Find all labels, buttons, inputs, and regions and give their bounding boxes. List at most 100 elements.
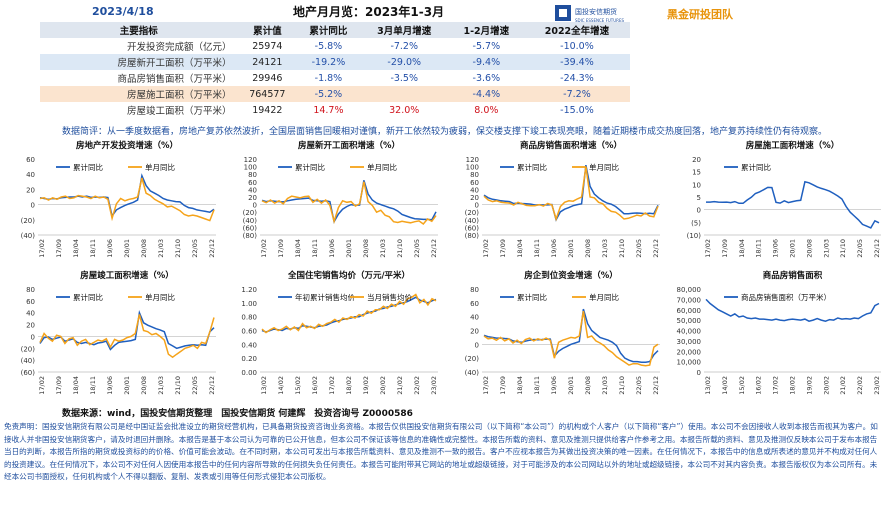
cell: -15.0%: [560, 104, 594, 116]
cell: 29946: [252, 72, 283, 84]
cell: -9.4%: [448, 54, 524, 70]
x-tick-label: 20/01: [123, 376, 131, 395]
x-tick-label: 18/11: [89, 239, 97, 258]
chart-title: 房屋施工面积增速（%）: [746, 140, 840, 151]
y-tick-label: (40): [465, 369, 480, 377]
y-tick-label: 0: [31, 202, 35, 210]
x-tick-label: 20/01: [123, 239, 131, 258]
table-row: 房屋竣工面积（万平米） 19422 14.7% 32.0% 8.0% -15.0%: [40, 102, 630, 118]
y-tick-label: 0: [697, 369, 701, 377]
y-tick-label: 120: [244, 156, 257, 164]
x-tick-label: 17/02: [482, 376, 490, 395]
x-tick-label: 19/06: [328, 239, 336, 258]
table-header-row: 主要指标 累计值 累计同比 3月单月增速 1-2月增速 2022全年增速: [40, 22, 630, 38]
y-tick-label: (5): [691, 219, 701, 227]
x-tick-label: 16/02: [311, 376, 319, 395]
y-tick-label: 60: [470, 179, 479, 187]
company-logo: 国投安信期货 SDIC ESSENCE FUTURES: [555, 5, 624, 23]
y-tick-label: (20): [21, 217, 36, 225]
chart-title: 房地产开发投资增速（%）: [76, 140, 178, 151]
y-tick-label: (80): [243, 232, 258, 240]
x-tick-label: 21/03: [601, 239, 609, 258]
y-tick-label: 80: [248, 171, 257, 179]
cell: -24.3%: [560, 72, 594, 84]
col-header: 主要指标: [40, 22, 238, 38]
x-tick-label: 23/02: [873, 376, 881, 395]
x-tick-label: 20/01: [345, 239, 353, 258]
y-tick-label: 20: [26, 186, 35, 194]
cell: 开发投资完成额（亿元）: [126, 42, 232, 53]
indicator-table: 主要指标 累计值 累计同比 3月单月增速 1-2月增速 2022全年增速 开发投…: [40, 22, 630, 118]
chart-title: 房屋竣工面积增速（%）: [80, 270, 174, 281]
cell: 房屋施工面积（万平米）: [40, 86, 238, 102]
col-header: 1-2月增速: [448, 22, 524, 38]
series-line: [39, 177, 215, 222]
y-tick-label: 20: [470, 194, 479, 202]
x-tick-label: 14/02: [277, 376, 285, 395]
y-tick-label: 5: [697, 194, 701, 202]
legend-label: 累计同比: [517, 292, 547, 302]
chart-completions: 房屋竣工面积增速（%） 80 60 40 20 0 (20) (40) (60)17/02 17/…: [21, 270, 216, 395]
legend-label: 商品房销售面积（万平米）: [741, 292, 831, 302]
logo-text: 国投安信期货: [575, 7, 617, 16]
y-tick-label: 60: [26, 298, 35, 306]
x-tick-label: 20/02: [379, 376, 387, 395]
x-tick-label: 19/06: [550, 376, 558, 395]
chart-title: 商品房销售面积: [763, 270, 823, 281]
y-tick-label: 30,000: [677, 338, 702, 346]
y-tick-label: (60): [465, 224, 480, 232]
x-tick-label: 18/04: [294, 239, 302, 258]
y-tick-label: (20): [243, 209, 258, 217]
y-tick-label: 60: [26, 156, 35, 164]
x-tick-label: 23/02: [430, 376, 438, 395]
y-tick-label: 100: [244, 164, 257, 172]
cell: -29.0%: [359, 54, 449, 70]
x-tick-label: 18/02: [345, 376, 353, 395]
x-tick-label: 20/08: [140, 376, 148, 395]
y-tick-label: 15: [692, 169, 701, 177]
y-tick-label: 70,000: [677, 296, 702, 304]
x-tick-label: 17/09: [499, 376, 507, 395]
x-tick-label: 22/05: [856, 239, 864, 258]
x-tick-label: 21/02: [396, 376, 404, 395]
x-tick-label: 17/02: [772, 376, 780, 395]
y-tick-label: 10: [692, 181, 701, 189]
x-tick-label: 21/03: [822, 239, 830, 258]
series-line: [261, 296, 437, 333]
series-line: [483, 310, 659, 367]
x-tick-label: 19/06: [772, 239, 780, 258]
cell: -4.4%: [448, 86, 524, 102]
table-row: 开发投资完成额（亿元） 25974 -5.8% -7.2% -5.7% -10.0%: [40, 38, 630, 54]
x-tick-label: 21/02: [839, 376, 847, 395]
y-tick-label: (20): [465, 355, 480, 363]
y-tick-label: (60): [243, 224, 258, 232]
y-tick-label: 20: [692, 156, 701, 164]
x-tick-label: 21/03: [379, 239, 387, 258]
x-tick-label: 22/12: [430, 239, 438, 258]
x-tick-label: 22/05: [635, 239, 643, 258]
x-tick-label: 18/11: [89, 376, 97, 395]
x-tick-label: 19/06: [106, 376, 114, 395]
y-tick-label: 40,000: [677, 328, 702, 336]
cell: -39.4%: [523, 54, 630, 70]
x-tick-label: 13/02: [260, 376, 268, 395]
x-tick-label: 21/10: [174, 239, 182, 258]
y-tick-label: (10): [687, 232, 702, 240]
chart-title: 房屋新开工面积增速（%）: [298, 140, 400, 151]
cell: -3.5%: [390, 72, 419, 84]
x-tick-label: 22/02: [856, 376, 864, 395]
legend-label: 累计同比: [295, 162, 325, 172]
series-line: [261, 181, 437, 226]
x-tick-label: 20/01: [567, 376, 575, 395]
x-tick-label: 17/02: [704, 239, 712, 258]
x-tick-label: 22/05: [413, 239, 421, 258]
x-tick-label: 21/10: [839, 239, 847, 258]
series-line: [261, 180, 437, 224]
series-line: [39, 309, 215, 351]
x-tick-label: 22/12: [208, 239, 216, 258]
x-tick-label: 19/02: [362, 376, 370, 395]
logo-subtext: SDIC ESSENCE FUTURES: [575, 18, 624, 23]
x-tick-label: 17/02: [482, 239, 490, 258]
x-tick-label: 20/08: [584, 239, 592, 258]
series-line: [261, 293, 437, 334]
